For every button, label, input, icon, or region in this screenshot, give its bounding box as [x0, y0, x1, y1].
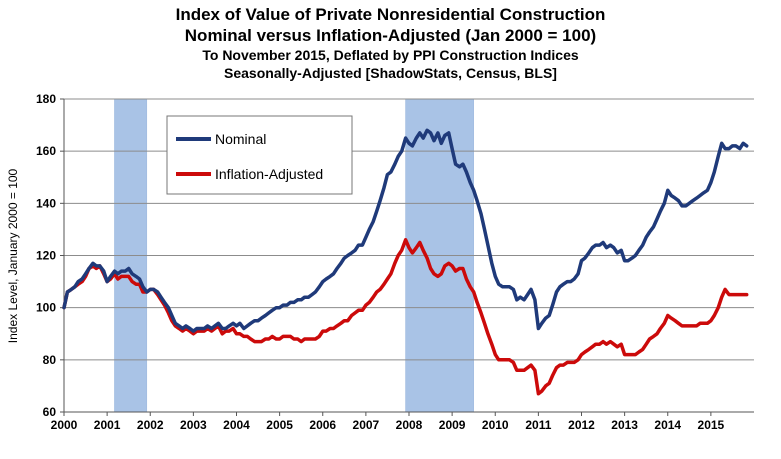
y-tick-label-160: 160 — [36, 144, 56, 158]
x-tick-label-2004: 2004 — [223, 418, 250, 432]
x-tick-label-2013: 2013 — [611, 418, 638, 432]
legend: Nominal Inflation-Adjusted — [166, 115, 353, 195]
legend-label-inflation-adjusted: Inflation-Adjusted — [215, 166, 323, 182]
gridlines — [64, 98, 754, 361]
y-tick-label-120: 120 — [36, 249, 56, 263]
y-axis-label: Index Level, January 2000 = 100 — [6, 168, 20, 343]
x-tick-label-2014: 2014 — [654, 418, 681, 432]
x-tick-label-2003: 2003 — [180, 418, 207, 432]
series-line-inflation-adjusted — [62, 238, 749, 396]
chart-titles: Index of Value of Private Nonresidential… — [0, 4, 781, 82]
axes — [60, 98, 754, 416]
x-tick-label-2001: 2001 — [94, 418, 121, 432]
x-tick-label-2011: 2011 — [525, 418, 551, 432]
legend-label-nominal: Nominal — [215, 131, 266, 147]
y-axis-tick-labels: 60 80 100 120 140 160 180 — [36, 92, 56, 419]
y-tick-label-80: 80 — [43, 353, 57, 367]
chart-subtitle-3: Seasonally-Adjusted [ShadowStats, Census… — [224, 65, 557, 81]
x-tick-label-2009: 2009 — [439, 418, 466, 432]
x-tick-label-2015: 2015 — [698, 418, 725, 432]
x-tick-label-2008: 2008 — [396, 418, 423, 432]
series-line-nominal — [62, 128, 749, 333]
chart-subtitle: Nominal versus Inflation-Adjusted (Jan 2… — [184, 26, 597, 45]
x-tick-label-2007: 2007 — [353, 418, 380, 432]
y-tick-label-100: 100 — [36, 301, 56, 315]
y-tick-label-180: 180 — [36, 92, 56, 106]
y-tick-label-60: 60 — [43, 405, 57, 419]
chart-subtitle-2: To November 2015, Deflated by PPI Constr… — [202, 47, 579, 63]
x-tick-label-2000: 2000 — [51, 418, 78, 432]
x-tick-label-2005: 2005 — [266, 418, 293, 432]
x-tick-label-2010: 2010 — [482, 418, 509, 432]
legend-box — [166, 115, 353, 195]
chart-title: Index of Value of Private Nonresidential… — [175, 5, 606, 24]
y-tick-label-140: 140 — [36, 196, 56, 210]
x-tick-label-2012: 2012 — [568, 418, 595, 432]
x-axis-tick-labels: 2000 2001 2002 2003 2004 2005 2006 2007 2008 2009… — [51, 418, 725, 432]
series-lines — [62, 128, 749, 396]
x-tick-label-2006: 2006 — [309, 418, 336, 432]
x-tick-label-2002: 2002 — [137, 418, 164, 432]
